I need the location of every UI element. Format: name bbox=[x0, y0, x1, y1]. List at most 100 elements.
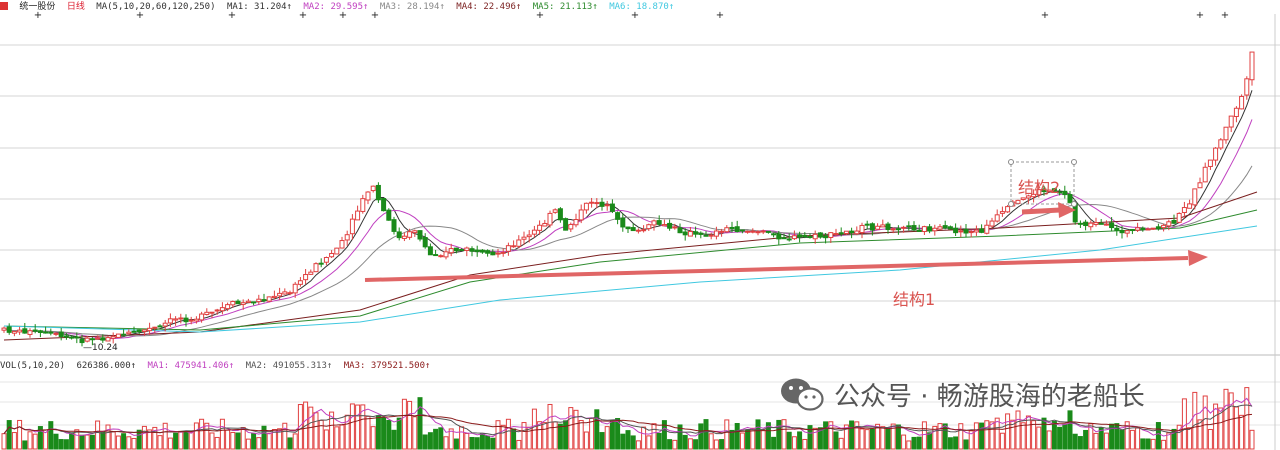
candle-body bbox=[526, 234, 532, 238]
candle-body bbox=[401, 235, 407, 239]
candle-body bbox=[999, 211, 1005, 214]
volume-bar bbox=[63, 439, 69, 450]
candle-body bbox=[1020, 197, 1026, 200]
candle-body bbox=[251, 301, 257, 304]
candle-body bbox=[1233, 107, 1239, 117]
volume-bar bbox=[282, 422, 288, 450]
volume-bar bbox=[901, 434, 907, 450]
volume-bar bbox=[1015, 410, 1021, 450]
candle-body bbox=[890, 228, 896, 231]
volume-bar bbox=[443, 436, 449, 450]
volume-bar bbox=[708, 433, 714, 450]
candle-body bbox=[391, 219, 397, 232]
volume-bar bbox=[214, 436, 220, 450]
candle-body bbox=[687, 231, 693, 237]
volume-bar bbox=[906, 440, 912, 450]
candle-body bbox=[438, 255, 444, 258]
candle-body bbox=[604, 204, 610, 207]
volume-bar bbox=[1103, 432, 1109, 450]
volume-bar bbox=[396, 417, 402, 450]
volume-bar bbox=[911, 436, 917, 450]
candle-body bbox=[661, 224, 667, 227]
candle-body bbox=[1129, 229, 1135, 232]
volume-bar bbox=[360, 404, 366, 450]
candle-body bbox=[375, 184, 381, 201]
candle-body bbox=[776, 233, 782, 240]
candle-body bbox=[115, 333, 121, 338]
volume-bar bbox=[1077, 436, 1083, 450]
candle-body bbox=[932, 227, 938, 232]
candle-body bbox=[719, 230, 725, 233]
candle-body bbox=[69, 336, 75, 339]
candle-body bbox=[277, 292, 283, 297]
volume-bar bbox=[963, 439, 969, 450]
volume-bar bbox=[921, 421, 927, 450]
volume-bar bbox=[719, 439, 725, 450]
volume-bar bbox=[521, 422, 527, 450]
ma-line-long bbox=[3, 225, 1258, 333]
volume-bar bbox=[1150, 438, 1156, 450]
volume-bar bbox=[661, 420, 667, 450]
volume-bar bbox=[563, 420, 569, 450]
volume-bar bbox=[469, 436, 475, 450]
volume-bar bbox=[1223, 388, 1229, 450]
volume-bar bbox=[505, 418, 511, 450]
volume-bar bbox=[37, 426, 43, 450]
candle-body bbox=[214, 309, 220, 312]
candle-body bbox=[1119, 229, 1125, 234]
volume-bar bbox=[32, 433, 38, 450]
volume-bar bbox=[58, 439, 64, 450]
volume-bar bbox=[11, 432, 17, 450]
candle-body bbox=[895, 228, 901, 231]
candle-body bbox=[713, 230, 719, 237]
stock-name: 统一股份 bbox=[19, 2, 56, 12]
candle-body bbox=[791, 235, 797, 240]
volume-bar bbox=[932, 425, 938, 450]
volume-bar bbox=[869, 428, 875, 450]
candle-body bbox=[490, 251, 496, 256]
candle-body bbox=[355, 210, 361, 221]
candle-body bbox=[953, 227, 959, 234]
candle-body bbox=[734, 226, 740, 232]
volume-bar bbox=[573, 409, 579, 450]
volume-bar bbox=[817, 427, 823, 450]
volume-bar bbox=[126, 436, 132, 450]
volume-bar bbox=[329, 411, 335, 450]
candle-body bbox=[620, 217, 626, 228]
volume-bar bbox=[1129, 429, 1135, 450]
candle-body bbox=[1187, 203, 1193, 209]
volume-bar bbox=[568, 407, 574, 450]
candle-body bbox=[323, 257, 329, 263]
candle-body bbox=[968, 231, 974, 234]
candle-body bbox=[1223, 126, 1229, 141]
candle-body bbox=[292, 283, 298, 294]
candle-body bbox=[568, 223, 574, 230]
volume-bar bbox=[256, 437, 262, 450]
ma-line bbox=[3, 165, 1253, 337]
box-handle bbox=[1008, 159, 1014, 165]
candle-body bbox=[984, 224, 990, 234]
candle-body bbox=[334, 247, 340, 255]
candle-body bbox=[453, 247, 459, 252]
candle-body bbox=[927, 226, 933, 232]
volume-ma-line bbox=[3, 404, 1253, 436]
volume-bar bbox=[1119, 429, 1125, 450]
volume-bar bbox=[27, 431, 33, 450]
candle-body bbox=[485, 250, 491, 254]
candle-body bbox=[204, 311, 210, 316]
candle-body bbox=[27, 330, 33, 335]
candle-body bbox=[136, 329, 142, 333]
volume-bar bbox=[1161, 439, 1167, 450]
candle-body bbox=[1207, 159, 1213, 167]
volume-bar bbox=[1166, 432, 1172, 450]
volume-bar bbox=[219, 418, 225, 450]
volume-bar bbox=[849, 420, 855, 450]
ma5-value: MA5: 21.113↑ bbox=[532, 2, 598, 12]
volume-bar bbox=[802, 438, 808, 450]
candle-body bbox=[1031, 193, 1037, 198]
candle-body bbox=[958, 230, 964, 233]
candle-body bbox=[739, 229, 745, 232]
volume-bar bbox=[105, 424, 111, 450]
volume-bar bbox=[157, 435, 163, 450]
candle-body bbox=[48, 331, 54, 334]
